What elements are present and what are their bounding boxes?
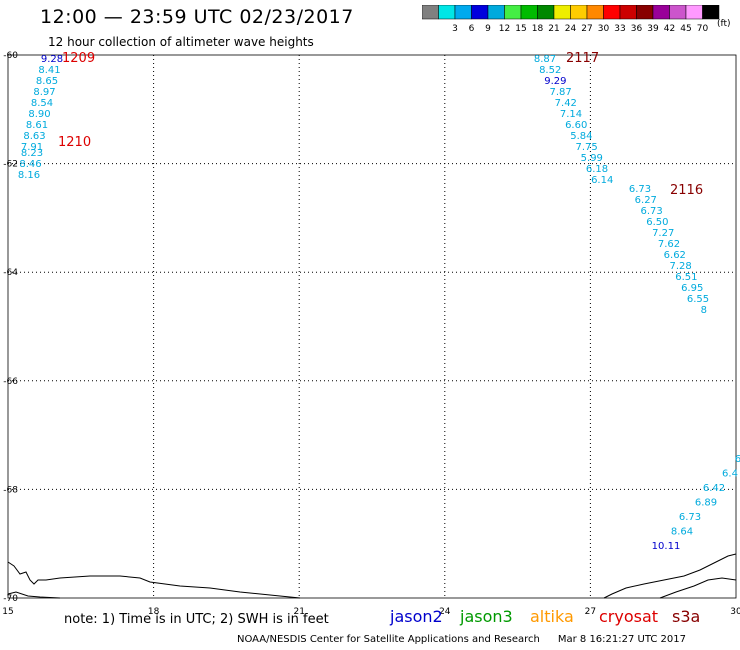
colorbar-tick-label: 24 — [565, 24, 577, 34]
wave-height-value: 7.14 — [560, 109, 582, 120]
wave-height-value: 8.64 — [671, 527, 693, 538]
coastline — [7, 591, 61, 599]
wave-height-value: 6.4 — [722, 469, 738, 480]
wave-height-value: 6.95 — [681, 283, 703, 294]
latitude-tick-label: -68 — [3, 485, 18, 495]
wave-height-value: 8.54 — [31, 98, 53, 109]
wave-height-value: 6 — [735, 454, 740, 465]
wave-height-value: 8 — [701, 305, 707, 316]
wave-height-value: 7.28 — [669, 261, 691, 272]
wave-height-value: 8.46 — [19, 159, 41, 170]
pass-time-label: 2117 — [566, 51, 599, 66]
mission-jason2: jason2 — [390, 607, 443, 626]
longitude-tick-label: 30 — [730, 607, 740, 617]
mission-cryosat: cryosat — [599, 607, 659, 626]
longitude-tick-label: 27 — [585, 607, 596, 617]
wave-height-value: 6.62 — [664, 250, 686, 261]
latitude-tick-label: -70 — [3, 594, 18, 604]
wave-height-value: 6.18 — [586, 164, 608, 175]
wave-height-value: 6.50 — [646, 217, 668, 228]
wave-height-value: 7.42 — [555, 98, 577, 109]
wave-height-value: 5.84 — [570, 131, 592, 142]
wave-height-value: 5.99 — [581, 153, 603, 164]
timestamp: Mar 8 16:21:27 UTC 2017 — [557, 634, 686, 645]
coastline — [603, 553, 737, 599]
colorbar-tick-label: 33 — [614, 24, 625, 34]
wave-height-value: 10.11 — [652, 541, 681, 552]
pass-time-label: 1209 — [62, 51, 95, 66]
colorbar-tick-label: 27 — [581, 24, 592, 34]
wave-height-value: 6.14 — [591, 175, 613, 186]
mission-s3a: s3a — [672, 607, 701, 626]
wave-height-value: 6.51 — [675, 272, 697, 283]
wave-height-value: 6.60 — [565, 120, 587, 131]
colorbar-tick-label: 6 — [469, 24, 475, 34]
wave-height-value: 6.73 — [640, 206, 662, 217]
wave-height-value: 6.42 — [703, 483, 725, 494]
wave-height-value: 8.63 — [23, 131, 45, 142]
wave-height-value: 8.61 — [26, 120, 48, 131]
colorbar-tick-label: 12 — [499, 24, 510, 34]
wave-height-value: 8.87 — [534, 54, 556, 65]
wave-height-value: 8.65 — [36, 76, 58, 87]
wave-height-value: 8.97 — [33, 87, 55, 98]
wave-height-value: 8.52 — [539, 65, 561, 76]
wave-height-value: 7.62 — [658, 239, 680, 250]
wave-height-value: 6.89 — [695, 498, 717, 509]
longitude-tick-label: 21 — [293, 607, 304, 617]
wave-height-value: 8.41 — [38, 65, 60, 76]
coastline — [659, 577, 737, 599]
wave-height-value: 9.29 — [544, 76, 566, 87]
wave-height-value: 6.73 — [679, 512, 701, 523]
map-frame — [7, 54, 737, 599]
colorbar-tick-label: 42 — [664, 24, 675, 34]
credits-line: NOAA/NESDIS Center for Satellite Applica… — [237, 634, 686, 645]
latitude-tick-label: -64 — [3, 268, 18, 278]
footer-note: note: 1) Time is in UTC; 2) SWH is in fe… — [64, 612, 329, 627]
wave-height-value: 6.73 — [629, 184, 651, 195]
pass-time-label: 2116 — [670, 183, 703, 198]
colorbar-tick-label: 45 — [680, 24, 691, 34]
colorbar-tick-label: 18 — [532, 24, 544, 34]
wave-height-value: 8.23 — [21, 148, 43, 159]
latitude-tick-label: -66 — [3, 377, 18, 387]
mission-altika: altika — [530, 607, 574, 626]
wave-height-value: 7.87 — [549, 87, 571, 98]
latitude-tick-label: -62 — [3, 160, 18, 170]
colorbar-tick-label: 3 — [452, 24, 458, 34]
colorbar-tick-label: 70 — [697, 24, 709, 34]
colorbar-tick-label: 21 — [548, 24, 559, 34]
colorbar-tick-label: 9 — [485, 24, 491, 34]
longitude-tick-label: 24 — [439, 607, 451, 617]
longitude-tick-label: 15 — [2, 607, 13, 617]
wave-height-value: 7.91 — [21, 142, 43, 153]
map-title: 12:00 — 23:59 UTC 02/23/2017 — [40, 6, 354, 28]
wave-height-value: 8.90 — [28, 109, 50, 120]
latitude-tick-label: -60 — [3, 51, 18, 61]
credits-text: NOAA/NESDIS Center for Satellite Applica… — [237, 634, 540, 645]
coastline — [7, 561, 301, 599]
colorbar-tick-label: 36 — [631, 24, 643, 34]
colorbar-tick-label: 39 — [647, 24, 659, 34]
pass-time-label: 1210 — [58, 135, 91, 150]
colorbar-unit: (ft) — [717, 19, 731, 29]
wave-height-value: 6.27 — [635, 195, 657, 206]
colorbar-tick-label: 15 — [515, 24, 526, 34]
colorbar-tick-label: 30 — [598, 24, 610, 34]
wave-height-value: 9.28 — [41, 54, 63, 65]
longitude-tick-label: 18 — [148, 607, 160, 617]
map-subtitle: 12 hour collection of altimeter wave hei… — [48, 35, 314, 49]
wave-height-value: 7.75 — [575, 142, 597, 153]
mission-jason3: jason3 — [460, 607, 513, 626]
colorbar-swatch — [702, 5, 720, 20]
wave-height-colorbar: 3 6 9 12 15 18 21 24 27 30 33 36 39 42 45 70 — [422, 5, 720, 34]
wave-height-value: 6.55 — [687, 294, 709, 305]
wave-height-value: 7.27 — [652, 228, 674, 239]
wave-height-value: 8.16 — [18, 170, 40, 181]
